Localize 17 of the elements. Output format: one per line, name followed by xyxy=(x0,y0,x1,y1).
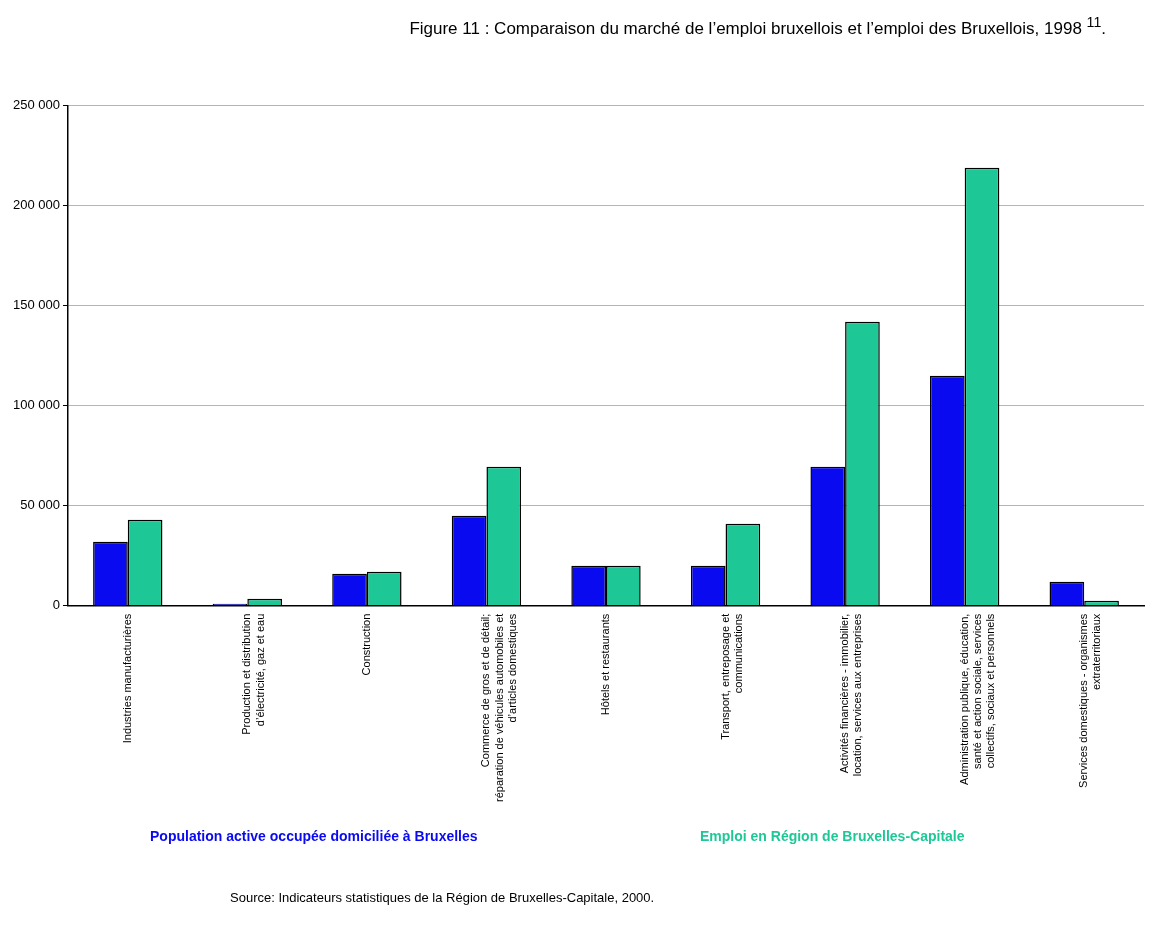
x-tick-label: Production et distribution d’électricité, gaz et eau xyxy=(240,613,266,735)
x-tick-label: Commerce de gros et de détail; réparation de véhicules automobiles et d’articles domestiques xyxy=(479,613,518,803)
x-tick-label: Transport, entreposage et communications xyxy=(718,613,744,740)
y-tick-label: 200 000 xyxy=(12,197,60,213)
y-tick-label: 250 000 xyxy=(12,97,60,113)
x-tick-label: Hôtels et restaurants xyxy=(599,613,612,716)
text: Population active occupée domiciliée à Bruxelles xyxy=(150,828,478,844)
x-tick-label: Services domestiques - organismes extraterritoriaux xyxy=(1077,613,1103,788)
x-tick-label: Construction xyxy=(359,613,372,676)
y-tick-label: 50 000 xyxy=(20,497,60,513)
text: Emploi en Région de Bruxelles-Capitale xyxy=(700,828,965,844)
chart-title: Figure 11 : Comparaison du marché de l’emploi bruxellois et l’emploi des Bruxellois, 1998 $^{11}$. xyxy=(409,14,1106,39)
y-tick-label: 150 000 xyxy=(12,297,60,313)
y-tick-label: 0 xyxy=(52,597,60,613)
x-tick-label: Industries manufacturières xyxy=(120,613,133,744)
y-tick-label: 100 000 xyxy=(12,397,60,413)
source-note: Source: Indicateurs statistiques de la Région de Bruxelles-Capitale, 2000. xyxy=(230,890,655,905)
